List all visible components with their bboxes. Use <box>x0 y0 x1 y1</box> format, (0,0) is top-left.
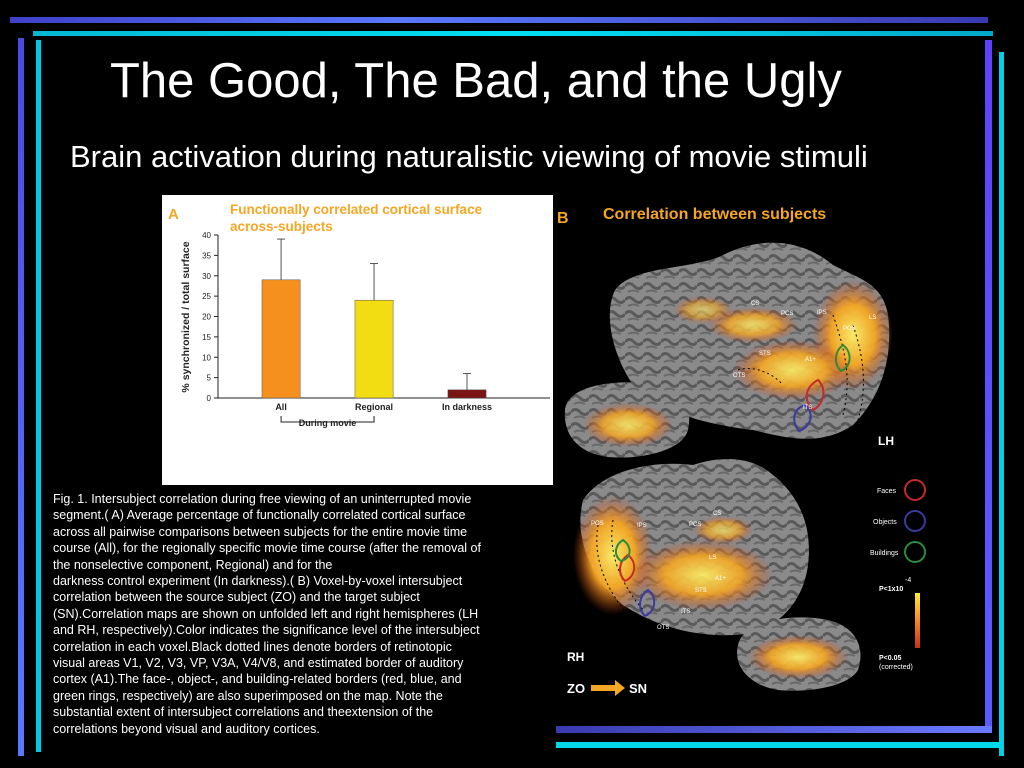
target-subject-label: SN <box>629 681 647 696</box>
faces-ring-icon <box>904 479 926 501</box>
left-frame-bar-cyan <box>36 40 41 752</box>
slide-subtitle: Brain activation during naturalistic vie… <box>70 139 868 174</box>
caption-line: darkness control experiment (In darkness… <box>53 574 463 589</box>
rh-region-label: STS <box>695 588 707 594</box>
y-tick-label: 10 <box>202 353 211 362</box>
ring-legend: Faces Objects Buildings <box>870 479 926 563</box>
bottom-frame-bar-blue <box>556 726 992 733</box>
scale-min-note: (corrected) <box>879 664 913 671</box>
panel-b-letter: B <box>557 210 569 227</box>
right-hemisphere-flatmap <box>573 459 861 691</box>
group-label: During movie <box>299 418 357 428</box>
caption-line: (SN).Correlation maps are shown on unfol… <box>53 606 479 621</box>
caption-line: correlation between the source subject (… <box>53 590 420 605</box>
lh-region-label: A1+ <box>805 357 816 363</box>
y-tick-label: 5 <box>207 374 212 383</box>
y-axis-label: % synchronized / total surface <box>180 241 192 392</box>
rh-region-label: A1+ <box>715 576 726 582</box>
lh-region-label: LS <box>869 315 876 321</box>
scale-max-label: P<1x10 <box>879 586 903 593</box>
caption-line: substantial extent of intersubject corre… <box>53 705 434 720</box>
y-tick-label: 15 <box>202 333 211 342</box>
scale-min-label: P<0.05 <box>879 655 901 662</box>
scale-max-exponent: -4 <box>905 577 911 584</box>
lh-region-labels: CS PCS IPS POS LS STS A1+ OTS ITS <box>733 301 876 411</box>
caption-line: and RH, respectively).Color indicates th… <box>53 623 480 638</box>
panel-b-brain-maps: B Correlation between subjects <box>553 195 933 717</box>
lh-region-label: IPS <box>817 310 827 316</box>
caption-line: correlation in each voxel.Black dotted l… <box>53 639 452 654</box>
chart-title-line-1: Functionally correlated cortical surface <box>230 202 483 217</box>
arrow-right-icon <box>591 680 625 696</box>
y-tick-label: 0 <box>207 394 212 403</box>
chart-title-line-2: across-subjects <box>230 219 333 234</box>
right-frame-bar-blue <box>985 40 992 732</box>
bar-chart-svg: A Functionally correlated cortical surfa… <box>168 202 550 428</box>
lh-label: LH <box>878 434 894 448</box>
x-tick-label: Regional <box>355 402 393 412</box>
lh-region-label: POS <box>843 326 856 332</box>
buildings-ring-icon <box>904 541 926 563</box>
right-frame-bar-cyan <box>999 52 1004 756</box>
caption-line: the nonselective component, Regional) an… <box>53 557 333 572</box>
bottom-frame-bar-cyan <box>556 742 1000 748</box>
bar <box>447 389 487 399</box>
lh-region-label: STS <box>759 351 771 357</box>
legend-buildings-label: Buildings <box>870 550 899 557</box>
y-tick-label: 25 <box>202 292 211 301</box>
caption-line: green rings, respectively) are also supe… <box>53 688 443 703</box>
rh-region-labels: POS IPS PCS CS LS STS A1+ ITS OTS <box>591 511 726 631</box>
top-frame-bar-cyan <box>33 31 993 36</box>
y-tick-label: 35 <box>202 251 211 260</box>
rh-region-label: OTS <box>657 625 669 631</box>
legend-faces-label: Faces <box>877 488 897 495</box>
subject-direction: ZO SN <box>567 680 647 696</box>
figure-caption: Fig. 1. Intersubject correlation during … <box>53 491 549 737</box>
x-tick-label: All <box>275 402 287 412</box>
scale-color-bar <box>915 593 920 648</box>
left-hemisphere-flatmap <box>564 242 893 458</box>
legend-objects-label: Objects <box>873 519 897 526</box>
lh-region-label: OTS <box>733 373 745 379</box>
rh-region-label: PCS <box>689 522 701 528</box>
source-subject-label: ZO <box>567 681 585 696</box>
top-frame-bar-blue <box>10 17 988 23</box>
y-tick-label: 20 <box>202 313 211 322</box>
left-frame-bar-blue <box>18 38 24 756</box>
rh-region-label: POS <box>591 521 604 527</box>
caption-line: cortex (A1).The face-, object-, and buil… <box>53 672 462 687</box>
rh-region-label: IPS <box>637 523 647 529</box>
group-bracket <box>280 416 375 423</box>
rh-region-label: LS <box>709 555 716 561</box>
x-tick-label: In darkness <box>442 402 492 412</box>
caption-line: Fig. 1. Intersubject correlation during … <box>53 492 472 506</box>
panel-a-bar-chart: A Functionally correlated cortical surfa… <box>162 195 553 485</box>
panel-a-letter: A <box>168 206 179 223</box>
caption-line: correlations beyond visual and auditory … <box>53 721 320 736</box>
y-tick-label: 40 <box>202 231 211 240</box>
significance-scale: -4 P<1x10 P<0.05 (corrected) <box>879 577 920 671</box>
caption-line: segment.( A) Average percentage of funct… <box>53 508 466 523</box>
brain-maps-svg: B Correlation between subjects <box>557 206 926 696</box>
rh-label: RH <box>567 650 584 664</box>
lh-region-label: PCS <box>781 311 793 317</box>
caption-line: visual areas V1, V2, V3, VP, V3A, V4/V8,… <box>53 656 464 671</box>
bar <box>261 279 301 399</box>
lh-region-label: ITS <box>803 405 812 411</box>
slide-title: The Good, The Bad, and the Ugly <box>110 54 842 108</box>
lh-region-label: CS <box>751 301 759 307</box>
objects-ring-icon <box>904 510 926 532</box>
rh-region-label: ITS <box>681 609 690 615</box>
rh-region-label: CS <box>713 511 721 517</box>
caption-line: course (All), for the regionally specifi… <box>53 541 481 556</box>
chart-marks: 40 35 30 25 20 15 10 5 0 All Regional In darkness Du… <box>202 231 550 428</box>
y-tick-label: 30 <box>202 272 211 281</box>
panel-b-title: Correlation between subjects <box>603 206 826 223</box>
caption-line: across all pairwise comparisons between … <box>53 524 468 539</box>
bar <box>354 299 394 399</box>
